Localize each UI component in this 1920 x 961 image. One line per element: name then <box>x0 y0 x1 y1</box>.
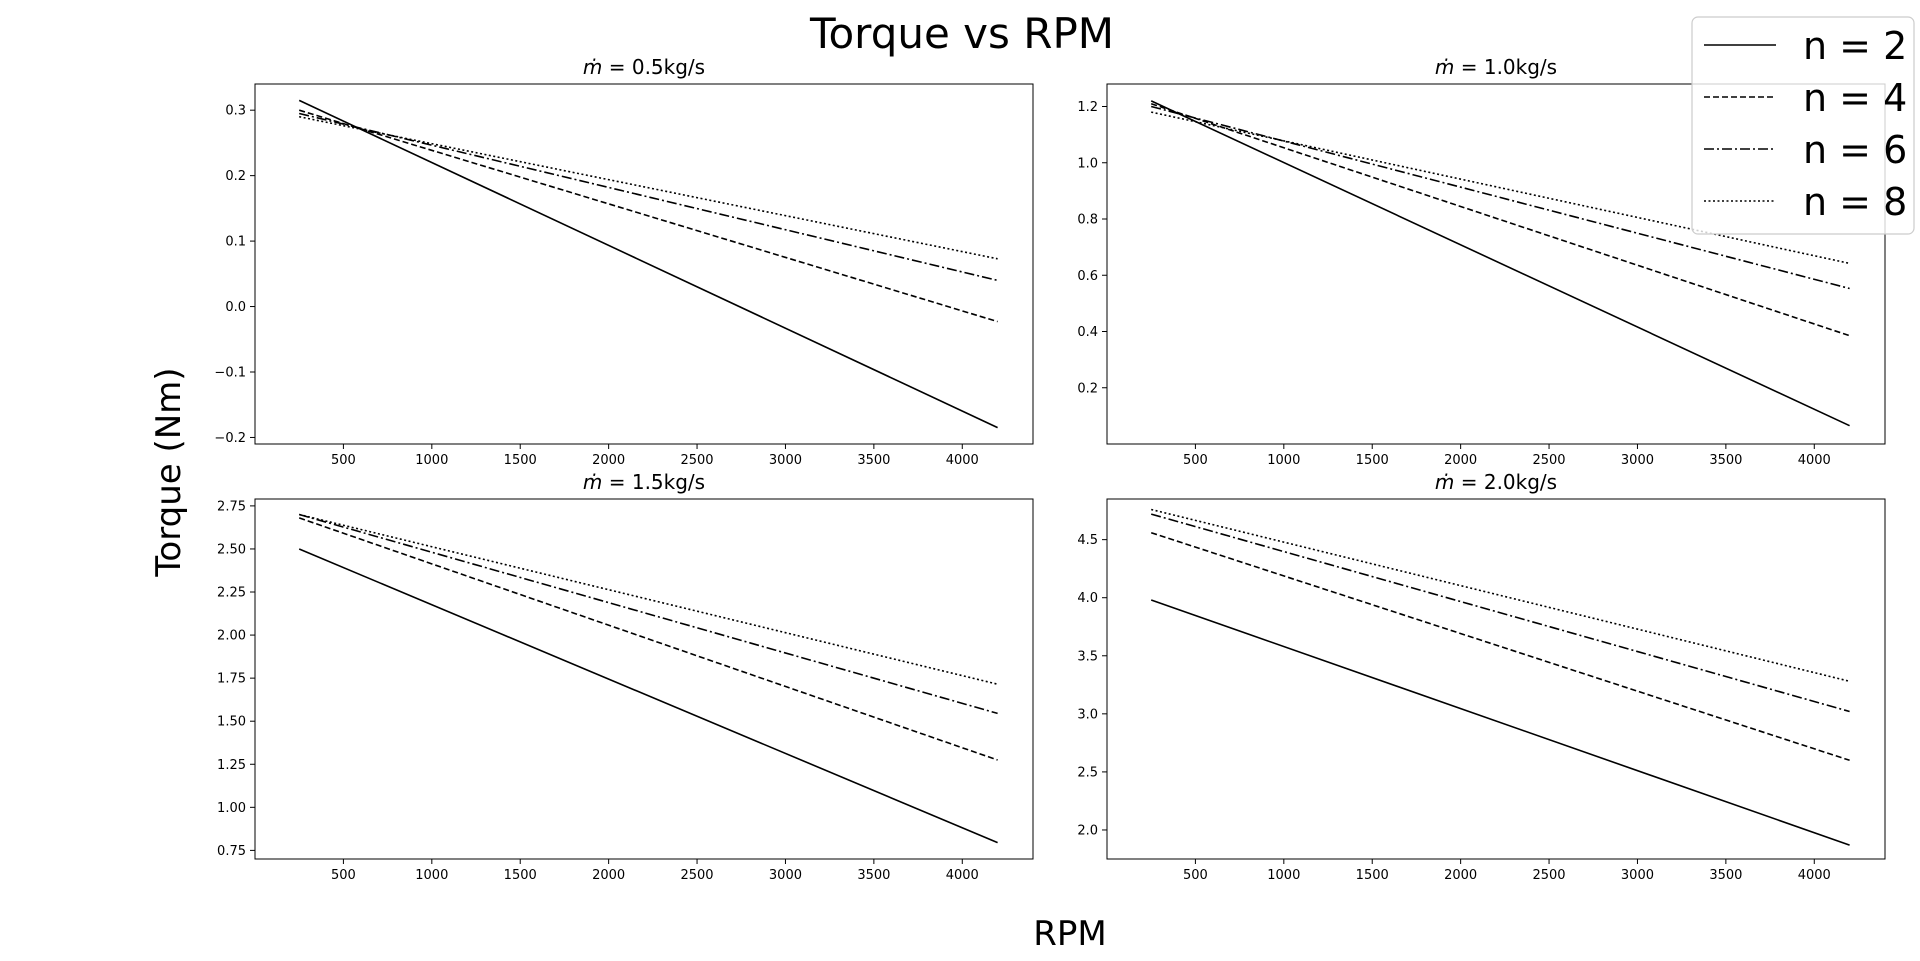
x-tick-label: 1500 <box>1356 868 1389 883</box>
x-tick-label: 1000 <box>415 453 448 468</box>
x-tick-label: 1000 <box>415 868 448 883</box>
x-tick-label: 500 <box>1183 868 1208 883</box>
x-tick-label: 2500 <box>1532 453 1565 468</box>
figure-ylabel: Torque (Nm) <box>149 367 189 577</box>
axes-frame <box>1106 83 1886 445</box>
x-tick-label: 500 <box>331 453 356 468</box>
series-line-n6 <box>298 513 998 715</box>
legend: n = 2 n = 4 n = 6 n = 8 <box>1691 16 1915 235</box>
y-tick-label: 1.00 <box>217 801 246 816</box>
y-tick-label: 2.5 <box>1077 765 1098 780</box>
legend-label-n8: n = 8 <box>1803 180 1907 224</box>
x-tick-label: 1500 <box>504 868 537 883</box>
x-tick-label: 2500 <box>680 868 713 883</box>
x-tick-label: 2000 <box>592 453 625 468</box>
y-tick-label: 0.2 <box>1077 381 1098 396</box>
series-line-n8 <box>1151 508 1850 683</box>
series-line-n8 <box>299 513 998 685</box>
series-line-n4 <box>1150 531 1850 762</box>
y-tick-label: 0.0 <box>225 300 246 315</box>
series-line-n6 <box>1150 513 1850 713</box>
subplot-title: ṁ = 1.0kg/s <box>1435 55 1557 79</box>
y-tick-label: 2.0 <box>1077 823 1098 838</box>
x-tick-label: 500 <box>1183 453 1208 468</box>
x-tick-label: 2500 <box>680 453 713 468</box>
x-tick-label: 3000 <box>1621 453 1654 468</box>
y-tick-label: 0.4 <box>1077 325 1098 340</box>
subplot-4: ṁ = 2.0kg/s 500 1000 1500 2000 2500 3000 3500 40… <box>1077 470 1886 883</box>
y-tick-label: 3.5 <box>1077 649 1098 664</box>
y-tick-label: −0.2 <box>214 431 246 446</box>
figure-title: Torque vs RPM <box>809 9 1114 58</box>
x-tick-label: 4000 <box>1798 868 1831 883</box>
subplot-title: ṁ = 0.5kg/s <box>583 55 705 79</box>
series-line-n4 <box>298 517 998 761</box>
y-tick-label: 0.1 <box>225 235 246 250</box>
y-tick-label: 0.3 <box>225 104 246 119</box>
y-tick-label: −0.1 <box>214 366 246 381</box>
series-line-n8 <box>299 115 998 260</box>
subplot-title: ṁ = 2.0kg/s <box>1435 470 1557 494</box>
x-tick-label: 2500 <box>1532 868 1565 883</box>
x-tick-label: 3500 <box>857 453 890 468</box>
x-tick-label: 1500 <box>1356 453 1389 468</box>
subplot-title: ṁ = 1.5kg/s <box>583 470 705 494</box>
y-tick-label: 2.00 <box>217 629 246 644</box>
y-tick-label: 2.75 <box>217 499 246 514</box>
y-tick-label: 1.75 <box>217 672 246 687</box>
x-tick-label: 3500 <box>857 868 890 883</box>
x-tick-label: 500 <box>331 868 356 883</box>
y-tick-label: 0.75 <box>217 844 246 859</box>
y-tick-label: 1.0 <box>1077 156 1098 171</box>
series-line-n2 <box>1150 100 1850 427</box>
subplot-2: ṁ = 1.0kg/s 500 1000 1500 2000 2500 3000 3500 40… <box>1077 55 1886 468</box>
y-tick-label: 1.25 <box>217 758 246 773</box>
axes-frame <box>254 83 1034 445</box>
x-tick-label: 3500 <box>1709 868 1742 883</box>
x-tick-label: 2000 <box>592 868 625 883</box>
x-tick-label: 2000 <box>1444 868 1477 883</box>
series-line-n2 <box>1150 599 1850 846</box>
axes-frame <box>1106 498 1886 860</box>
x-tick-label: 3500 <box>1709 453 1742 468</box>
x-tick-label: 3000 <box>1621 868 1654 883</box>
x-tick-label: 3000 <box>769 453 802 468</box>
x-tick-label: 4000 <box>946 453 979 468</box>
axes-frame <box>254 498 1034 860</box>
series-line-n4 <box>298 109 998 323</box>
x-tick-label: 3000 <box>769 868 802 883</box>
x-tick-label: 4000 <box>946 868 979 883</box>
y-tick-label: 1.50 <box>217 715 246 730</box>
subplot-3: ṁ = 1.5kg/s 500 1000 1500 2000 2500 3000 3500 40… <box>217 470 1034 883</box>
y-tick-label: 4.5 <box>1077 533 1098 548</box>
y-tick-label: 0.6 <box>1077 269 1098 284</box>
series-line-n8 <box>1151 111 1850 265</box>
legend-label-n4: n = 4 <box>1803 76 1907 120</box>
legend-label-n2: n = 2 <box>1803 24 1907 68</box>
subplot-1: ṁ = 0.5kg/s 500 1000 1500 2000 2500 3000 3500 40… <box>214 55 1034 468</box>
series-line-n2 <box>298 548 998 844</box>
y-tick-label: 4.0 <box>1077 591 1098 606</box>
x-tick-label: 1000 <box>1267 868 1300 883</box>
x-tick-label: 1500 <box>504 453 537 468</box>
figure-xlabel: RPM <box>1033 914 1106 954</box>
y-tick-label: 1.2 <box>1077 100 1098 115</box>
x-tick-label: 1000 <box>1267 453 1300 468</box>
series-line-n2 <box>298 99 998 429</box>
series-line-n6 <box>299 112 998 282</box>
subplots: ṁ = 0.5kg/s 500 1000 1500 2000 2500 3000 3500 40… <box>214 55 1886 883</box>
y-tick-label: 2.25 <box>217 586 246 601</box>
series-line-n4 <box>1150 102 1850 337</box>
series-line-n6 <box>1150 105 1850 290</box>
x-tick-label: 4000 <box>1798 453 1831 468</box>
y-tick-label: 0.2 <box>225 169 246 184</box>
legend-frame <box>1691 16 1915 235</box>
x-tick-label: 2000 <box>1444 453 1477 468</box>
y-tick-label: 3.0 <box>1077 707 1098 722</box>
y-tick-label: 0.8 <box>1077 213 1098 228</box>
y-tick-label: 2.50 <box>217 542 246 557</box>
legend-label-n6: n = 6 <box>1803 128 1907 172</box>
